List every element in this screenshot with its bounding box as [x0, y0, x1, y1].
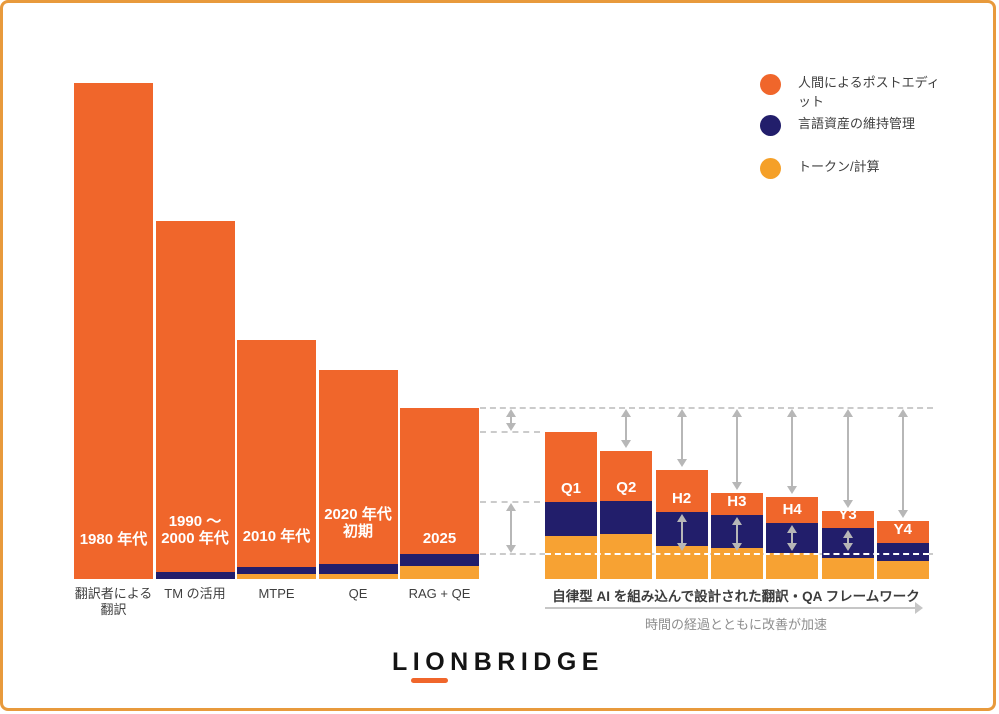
guide-line-q1-asset: [480, 501, 540, 503]
bar-segment-human: [74, 83, 153, 579]
bar-segment-human: [155, 221, 235, 572]
era-label-1990s-2000s: 1990 ～ 2000 年代: [161, 512, 229, 548]
bar-Q1: Q1: [545, 432, 597, 579]
time-axis-arrow-icon: [545, 602, 923, 614]
maintenance-arrow-H2: [676, 514, 687, 551]
bar-segment-tokens: [400, 566, 479, 579]
reduction-arrow-H4: [787, 409, 798, 494]
axis-label-2025: RAG + QE: [408, 586, 471, 601]
bar-2010s: 2010 年代: [237, 340, 316, 579]
bar-segment-human: [655, 470, 708, 512]
guide-line-bottom-overlay: [545, 553, 929, 555]
gap-arrow-bottom: [506, 503, 516, 553]
logo-underline-icon: [411, 678, 449, 683]
right-cluster-caption: 自律型 AI を組み込んで設計された翻訳・QA フレームワーク: [552, 589, 920, 604]
period-label-H4: H4: [782, 501, 802, 519]
bar-segment-human: [237, 340, 316, 567]
bar-Y4: Y4: [876, 521, 929, 579]
axis-label-1990s-2000s: TM の活用: [164, 586, 226, 601]
bar-segment-asset: [155, 572, 235, 579]
bar-segment-asset: [600, 501, 653, 534]
bar-early-2020s: 2020 年代 初期: [318, 370, 398, 579]
legend-item-human-post-edit: 人間によるポストエディット: [760, 74, 940, 112]
legend-label: トークン/計算: [798, 159, 880, 174]
bar-segment-human: [400, 408, 479, 554]
bar-segment-human: [766, 497, 819, 523]
bar-segment-asset: [400, 554, 479, 566]
bar-segment-tokens: [876, 561, 929, 579]
legend-swatch-tokens-icon: [760, 158, 781, 179]
bar-segment-human: [318, 370, 398, 564]
maintenance-arrow-Y3: [842, 530, 853, 551]
bar-segment-human: [821, 511, 874, 528]
legend-item-tokens-compute: トークン/計算: [760, 158, 940, 179]
legend-item-language-asset: 言語資産の維持管理: [760, 115, 940, 136]
bar-2025: 2025: [400, 408, 479, 579]
gap-arrow-top: [506, 409, 516, 431]
bar-segment-asset: [318, 564, 398, 574]
legend-label: 人間によるポストエディット: [798, 75, 940, 109]
bar-segment-human: [876, 521, 929, 543]
reduction-arrow-H3: [731, 409, 742, 490]
period-label-Q1: Q1: [560, 480, 581, 498]
axis-label-1980s: 翻訳者による翻訳: [74, 586, 153, 618]
bar-segment-human: [545, 432, 597, 502]
footer-logo: LIONBRIDGE: [3, 648, 993, 683]
bar-segment-human: [710, 493, 763, 515]
bar-segment-tokens: [600, 534, 653, 579]
reduction-arrow-Q2: [621, 409, 632, 448]
period-label-Q2: Q2: [616, 479, 637, 497]
bar-Q2: Q2: [600, 451, 653, 579]
time-improvement-note: 時間の経過とともに改善が加速: [644, 617, 827, 632]
era-label-2010s: 2010 年代: [242, 528, 311, 546]
reduction-arrow-Y4: [897, 409, 908, 518]
lionbridge-logo: LIONBRIDGE: [392, 648, 604, 683]
era-label-early-2020s: 2020 年代 初期: [324, 505, 392, 541]
bar-segment-tokens: [545, 536, 597, 579]
bar-segment-asset: [545, 502, 597, 536]
period-label-Y3: Y3: [838, 506, 857, 524]
guide-line-top: [480, 407, 933, 409]
era-label-2025: 2025: [422, 530, 457, 548]
bar-segment-human: [600, 451, 653, 501]
axis-label-early-2020s: QE: [348, 586, 368, 601]
legend-swatch-asset-icon: [760, 115, 781, 136]
bar-segment-asset: [876, 543, 929, 561]
period-label-H3: H3: [727, 493, 747, 511]
maintenance-arrow-H4: [787, 525, 798, 551]
guide-line-q1-top: [480, 431, 540, 433]
bar-1990s-2000s: 1990 ～ 2000 年代: [155, 221, 235, 579]
reduction-arrow-Y3: [842, 409, 853, 508]
era-label-1980s: 1980 年代: [79, 531, 148, 549]
reduction-arrow-H2: [676, 409, 687, 467]
maintenance-arrow-H3: [731, 517, 742, 551]
period-label-H2: H2: [672, 490, 692, 508]
period-label-Y4: Y4: [893, 521, 912, 539]
bar-segment-tokens: [766, 553, 819, 579]
bar-segment-tokens: [237, 574, 316, 579]
bar-1980s: 1980 年代: [74, 83, 153, 579]
legend-label: 言語資産の維持管理: [798, 116, 916, 131]
bar-segment-tokens: [655, 546, 708, 579]
axis-label-2010s: MTPE: [258, 586, 295, 601]
stacked-bar-chart: 1980 年代翻訳者による翻訳 1990 ～ 2000 年代 TM の活用 2010 年…: [3, 3, 993, 708]
bar-segment-asset: [237, 567, 316, 574]
bar-segment-tokens: [318, 574, 398, 579]
bar-segment-tokens: [821, 558, 874, 579]
legend-swatch-human-icon: [760, 74, 781, 95]
